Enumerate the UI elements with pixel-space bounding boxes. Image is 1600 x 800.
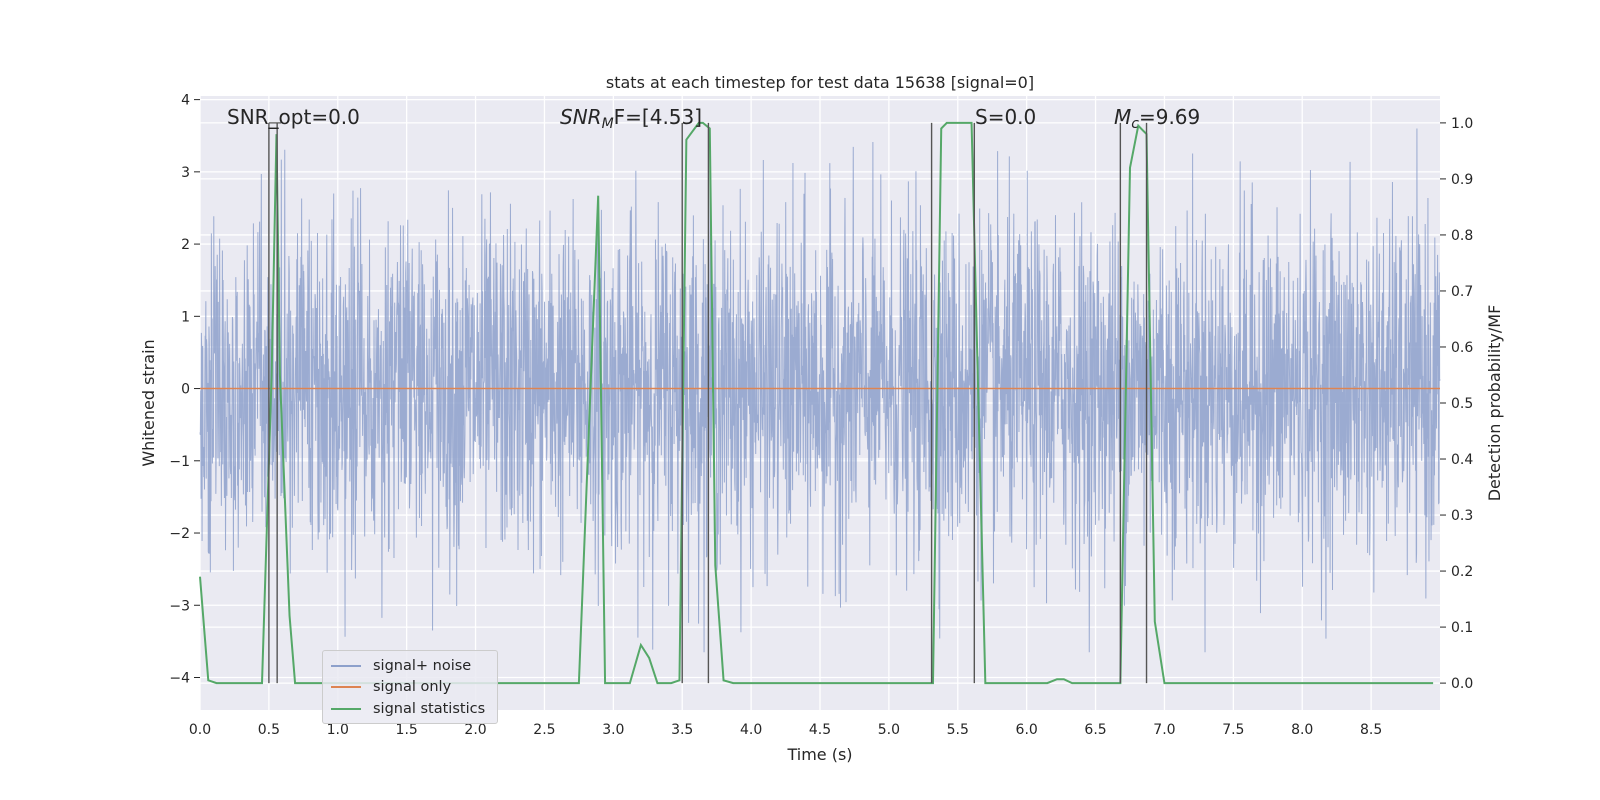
y2-tick-label: 0.5	[1451, 396, 1473, 412]
legend-swatch-signal	[331, 686, 361, 688]
y-axis-label: Whitened strain	[139, 339, 158, 466]
y2-tick-label: 0.1	[1451, 620, 1473, 636]
y-tick-label: −3	[169, 598, 190, 614]
x-tick-label: 5.5	[947, 722, 969, 738]
legend-label-stats: signal statistics	[373, 701, 486, 717]
x-tick-label: 8.0	[1291, 722, 1313, 738]
legend: signal+ noise signal only signal statist…	[322, 650, 498, 724]
y-tick-label: 4	[181, 93, 190, 109]
y2-tick-label: 0.9	[1451, 172, 1473, 188]
y2-tick-label: 0.7	[1451, 284, 1473, 300]
annotation-s: S=0.0	[975, 105, 1036, 129]
y-tick-label: −1	[169, 454, 190, 470]
x-tick-label: 1.0	[327, 722, 349, 738]
y2-tick-label: 0.4	[1451, 452, 1473, 468]
annotation-snr-opt: SNR_opt=0.0	[227, 105, 360, 129]
annotation-mc-rest: =9.69	[1139, 105, 1200, 129]
noise-line	[199, 128, 1441, 653]
y2-tick-label: 0.8	[1451, 228, 1473, 244]
x-tick-label: 4.5	[809, 722, 831, 738]
stats-line	[199, 121, 1434, 685]
x-tick-label: 0.5	[258, 722, 280, 738]
annotation-snr-mf: SNRMF=[4.53]	[560, 105, 702, 132]
y-tick-label: 0	[181, 382, 190, 398]
vertical-markers	[268, 122, 1148, 684]
x-tick-label: 3.0	[602, 722, 624, 738]
y2-tick-label: 0.0	[1451, 676, 1473, 692]
annotation-mc-sub: c	[1131, 116, 1139, 132]
stats-series	[199, 121, 1434, 685]
y-tick-label: 1	[181, 309, 190, 325]
x-tick-label: 0.0	[189, 722, 211, 738]
y2-tick-label: 0.2	[1451, 564, 1473, 580]
legend-item-signal: signal only	[331, 677, 451, 697]
x-tick-label: 7.5	[1222, 722, 1244, 738]
legend-item-noise: signal+ noise	[331, 656, 471, 676]
y-tick-label: 3	[181, 165, 190, 181]
x-tick-label: 8.5	[1360, 722, 1382, 738]
x-tick-label: 3.5	[671, 722, 693, 738]
y2-tick-label: 0.6	[1451, 340, 1473, 356]
y2-axis-label: Detection probability/MF	[1485, 305, 1504, 502]
ticks: 0.0 0.5 1.0 1.5 2.0 2.5 3.0 3.5 4.0 4.5 5.0 5.5 6.0 6…	[169, 93, 1473, 738]
y-tick-label: −4	[169, 670, 190, 686]
x-tick-label: 6.0	[1016, 722, 1038, 738]
y2-tick-label: 0.3	[1451, 508, 1473, 524]
annotation-snr-mf-rest: F=[4.53]	[614, 105, 702, 129]
x-tick-label: 7.0	[1153, 722, 1175, 738]
legend-swatch-stats	[331, 708, 361, 710]
x-tick-label: 4.0	[740, 722, 762, 738]
x-tick-label: 1.5	[396, 722, 418, 738]
x-tick-label: 5.0	[878, 722, 900, 738]
legend-label-noise: signal+ noise	[373, 658, 472, 674]
noise-series	[199, 128, 1441, 653]
annotation-snr-mf-sub: M	[602, 116, 614, 132]
y-tick-label: 2	[181, 237, 190, 253]
x-tick-label: 2.5	[533, 722, 555, 738]
x-axis-label: Time (s)	[786, 745, 852, 764]
annotation-mc-main: M	[1114, 105, 1131, 129]
legend-label-signal: signal only	[373, 679, 452, 695]
y2-tick-label: 1.0	[1451, 116, 1473, 132]
y-tick-label: −2	[169, 526, 190, 542]
legend-item-stats: signal statistics	[331, 699, 485, 719]
x-tick-label: 2.0	[464, 722, 486, 738]
x-tick-label: 6.5	[1084, 722, 1106, 738]
chart-title: stats at each timestep for test data 156…	[606, 73, 1034, 92]
legend-swatch-noise	[331, 665, 361, 667]
annotation-snr-mf-main: SNR	[560, 105, 602, 129]
annotation-mc: Mc=9.69	[1114, 105, 1200, 132]
